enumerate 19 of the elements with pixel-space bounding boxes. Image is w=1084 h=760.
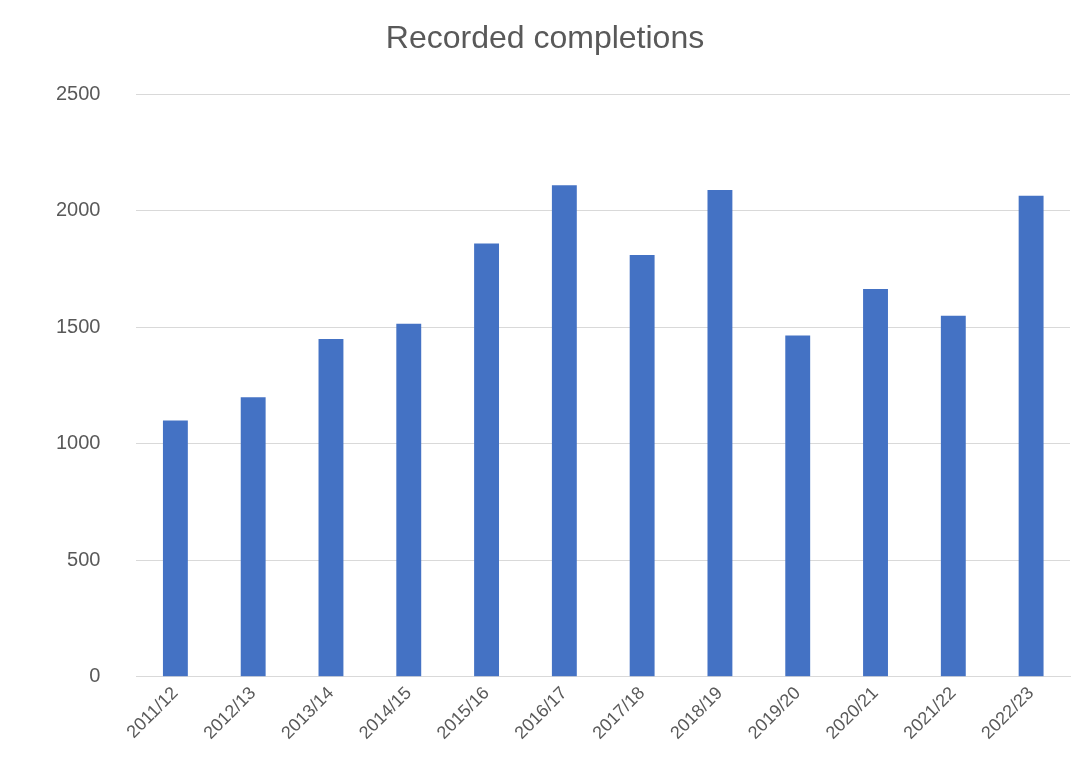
y-tick-label: 0 bbox=[89, 664, 101, 687]
bar bbox=[940, 315, 966, 677]
bar bbox=[863, 288, 888, 677]
y-tick-label: 500 bbox=[67, 547, 101, 570]
y-tick-label: 1000 bbox=[55, 431, 101, 454]
bar bbox=[785, 335, 811, 677]
bar bbox=[396, 323, 422, 677]
y-tick-label: 2000 bbox=[55, 198, 101, 221]
bar bbox=[551, 185, 577, 677]
y-tick-label: 2500 bbox=[55, 81, 101, 104]
bar bbox=[1018, 195, 1044, 677]
bar bbox=[474, 243, 499, 677]
bar bbox=[240, 397, 266, 677]
y-tick-label: 1500 bbox=[55, 314, 101, 337]
bar bbox=[707, 189, 733, 677]
chart-title: Recorded completions bbox=[385, 19, 705, 56]
bar bbox=[318, 338, 344, 677]
bar bbox=[162, 420, 188, 677]
bar bbox=[629, 255, 655, 677]
